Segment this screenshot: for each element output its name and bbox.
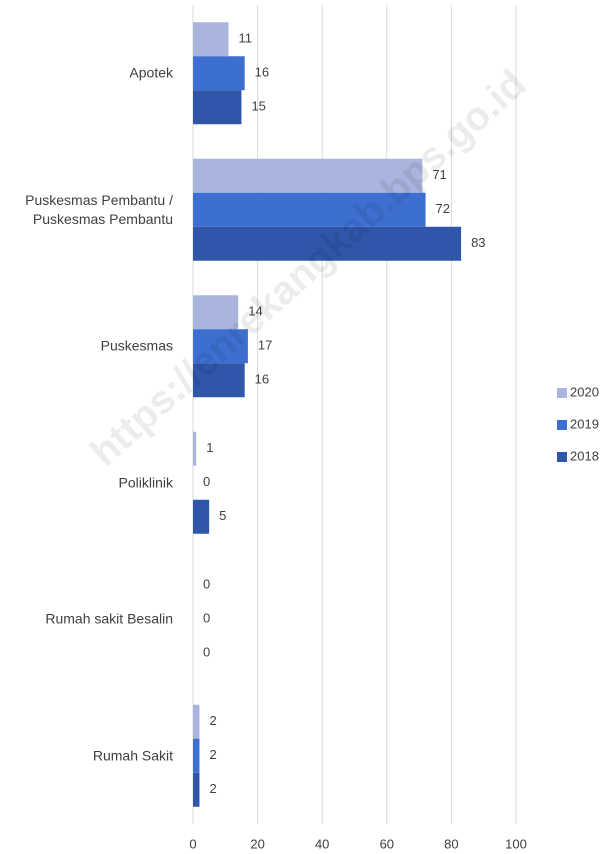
data-label: 71 [432, 167, 446, 182]
legend-swatch [557, 420, 567, 430]
bar [193, 772, 200, 807]
y-tick-label: Poliklinik [118, 474, 173, 491]
x-tick-label: 0 [189, 836, 196, 851]
data-label: 0 [203, 645, 210, 660]
legend-label: 2018 [570, 448, 599, 463]
data-label: 15 [251, 99, 265, 114]
bar [193, 295, 239, 330]
bar [193, 499, 210, 534]
x-tick-label: 100 [505, 836, 527, 851]
bar [193, 226, 462, 261]
data-label: 72 [436, 201, 450, 216]
data-label: 16 [255, 65, 269, 80]
bar [193, 56, 245, 91]
x-tick-label: 80 [444, 836, 458, 851]
bar [193, 363, 245, 398]
y-tick-label: Apotek [129, 64, 173, 81]
bar [193, 22, 229, 57]
data-label: 5 [219, 508, 226, 523]
x-tick-label: 40 [315, 836, 329, 851]
data-label: 16 [255, 372, 269, 387]
data-label: 11 [239, 31, 253, 46]
data-label: 0 [203, 611, 210, 626]
y-tick-label: Rumah sakit Besalin [45, 610, 173, 627]
x-tick-label: 60 [380, 836, 394, 851]
y-tick-label: Rumah Sakit [92, 747, 173, 764]
legend-swatch [557, 388, 567, 398]
bar [193, 431, 197, 466]
x-tick-label: 20 [250, 836, 264, 851]
legend-label: 2019 [570, 416, 599, 431]
bar [193, 329, 248, 364]
bar [193, 192, 426, 227]
data-label: 2 [209, 713, 216, 728]
data-label: 17 [258, 338, 272, 353]
watermark: https://enrekangkab.bps.go.id [82, 61, 534, 474]
bar [193, 704, 200, 739]
data-label: 83 [471, 235, 485, 250]
data-label: 14 [248, 304, 262, 319]
bar [193, 90, 242, 125]
data-label: 2 [209, 747, 216, 762]
data-label: 0 [203, 577, 210, 592]
bar [193, 738, 200, 773]
data-label: 0 [203, 474, 210, 489]
data-label: 2 [209, 781, 216, 796]
legend-label: 2020 [570, 384, 599, 399]
bar [193, 158, 423, 193]
data-label: 1 [206, 440, 213, 455]
legend-swatch [557, 452, 567, 462]
y-tick-label: Puskesmas Pembantu / Puskesmas Pembantu [25, 191, 173, 227]
y-tick-label: Puskesmas [100, 337, 173, 354]
